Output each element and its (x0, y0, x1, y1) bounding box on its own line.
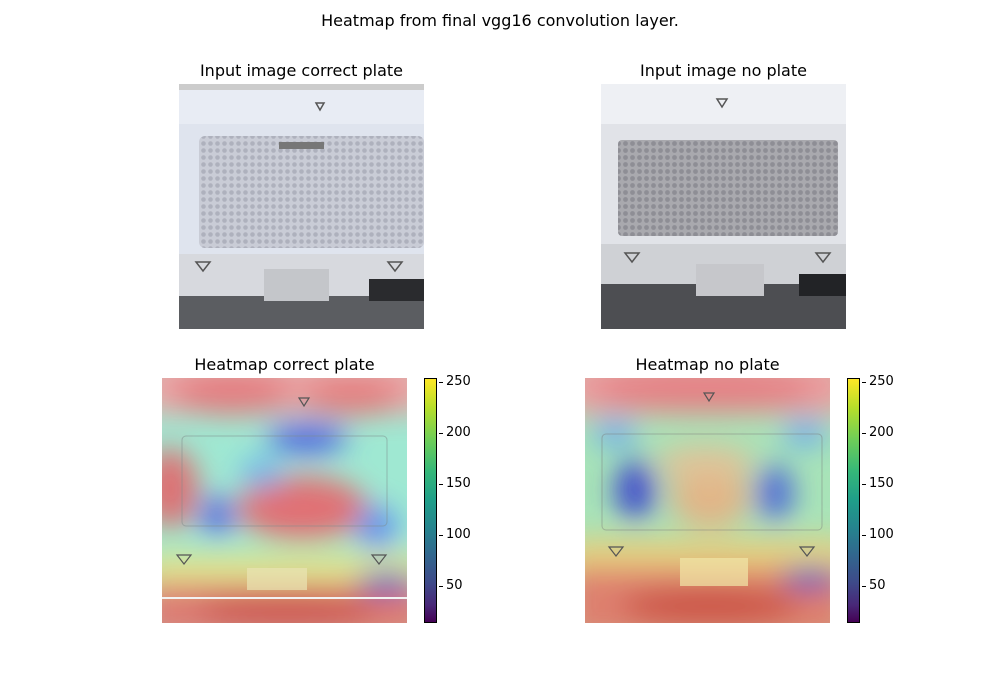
colorbar-tick-label: 150 (862, 476, 894, 492)
colorbar-tick-label: 200 (862, 425, 894, 441)
figure-title: Heatmap from final vgg16 convolution lay… (321, 11, 679, 30)
colorbar-tick-label: 250 (862, 374, 894, 390)
panel-title-heatmap-noplate: Heatmap no plate (635, 355, 780, 374)
panel-title-input-noplate: Input image no plate (640, 61, 807, 80)
panel-title-heatmap-correct: Heatmap correct plate (194, 355, 375, 374)
heatmap-correct-plate (162, 378, 407, 623)
colorbar-tick-label: 250 (439, 374, 471, 390)
input-image-correct-plate (179, 84, 424, 329)
colorbar-tick-label: 200 (439, 425, 471, 441)
colorbar-no-plate (847, 378, 860, 623)
colorbar-correct-plate (424, 378, 437, 623)
heatmap-no-plate (585, 378, 830, 623)
colorbar-tick-label: 50 (862, 578, 886, 594)
colorbar-tick-label: 100 (862, 527, 894, 543)
colorbar-tick-label: 100 (439, 527, 471, 543)
panel-title-input-correct: Input image correct plate (199, 61, 404, 80)
input-image-no-plate (601, 84, 846, 329)
colorbar-tick-label: 150 (439, 476, 471, 492)
colorbar-tick-label: 50 (439, 578, 463, 594)
